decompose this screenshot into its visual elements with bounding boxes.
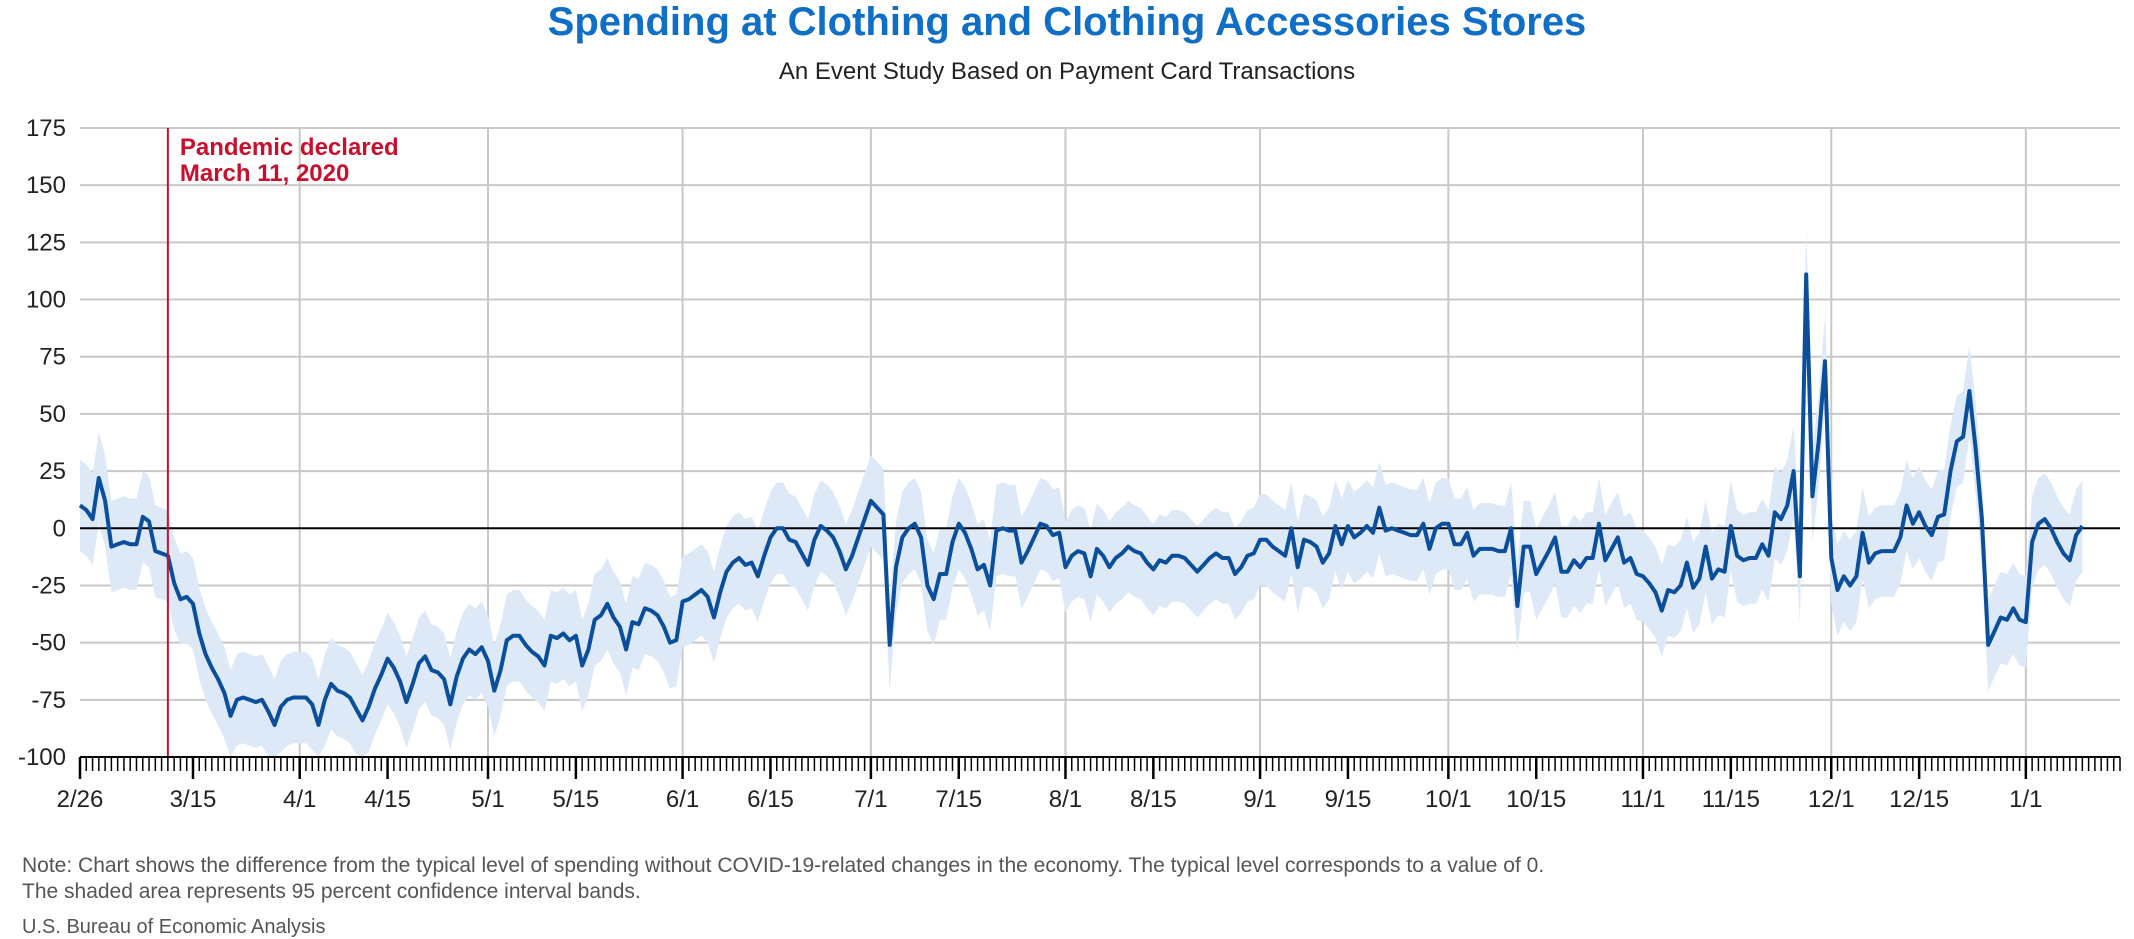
x-tick-label: 5/1 [471, 786, 504, 813]
x-tick-label: 9/1 [1243, 786, 1276, 813]
y-tick-label: -50 [31, 630, 66, 657]
y-tick-label: 100 [26, 287, 66, 314]
axis-layer: 2/26 3/15 4/1 4/15 5/1 5/15 6/1 6/15 7/1 7/15 8/1 8… [57, 756, 2121, 813]
chart-subtitle: An Event Study Based on Payment Card Tra… [778, 58, 1356, 85]
y-tick-label: 125 [26, 229, 66, 256]
x-tick-label: 11/15 [1702, 786, 1760, 813]
x-tick-label: 4/15 [364, 786, 411, 813]
y-tick-label: 150 [26, 172, 66, 199]
y-tick-label: 175 [26, 115, 66, 142]
x-tick-label: 12/15 [1889, 786, 1949, 813]
x-tick-label: 5/15 [553, 786, 600, 813]
confidence-band-layer [80, 228, 2083, 758]
x-tick-label: 9/15 [1325, 786, 1372, 813]
source-credit: U.S. Bureau of Economic Analysis [22, 916, 326, 938]
y-tick-label: -75 [31, 687, 66, 714]
x-tick-label: 6/1 [666, 786, 699, 813]
x-tick-label: 8/15 [1130, 786, 1177, 813]
x-tick-label: 7/1 [854, 786, 887, 813]
annotation-line-2: March 11, 2020 [180, 160, 349, 187]
chart-title: Spending at Clothing and Clothing Access… [547, 0, 1587, 44]
y-tick-label: 0 [53, 515, 66, 542]
x-tick-label: 11/1 [1620, 786, 1665, 813]
x-tick-label: 10/15 [1506, 786, 1566, 813]
x-tick-label: 6/15 [747, 786, 794, 813]
grid-layer: 175 150 125 100 75 50 25 0 -25 -50 -75 -100 [18, 115, 2120, 771]
y-tick-label: 75 [39, 344, 66, 371]
x-tick-label: 3/15 [170, 786, 217, 813]
chart-note-line-1: Note: Chart shows the difference from th… [22, 854, 1545, 877]
x-tick-label: 8/1 [1049, 786, 1082, 813]
x-tick-label: 2/26 [57, 786, 104, 813]
x-tick-label: 4/1 [283, 786, 316, 813]
confidence-band [80, 228, 2083, 758]
y-tick-label: 50 [39, 401, 66, 428]
x-tick-label: 12/1 [1808, 786, 1855, 813]
series-line-layer [78, 272, 2084, 727]
y-tick-label: -100 [18, 744, 66, 771]
x-tick-label: 1/1 [2009, 786, 2042, 813]
y-tick-label: 25 [39, 458, 66, 485]
chart-note-line-2: The shaded area represents 95 percent co… [22, 880, 641, 903]
annotation-layer: Pandemic declared March 11, 2020 [166, 128, 399, 757]
annotation-line-1: Pandemic declared [180, 134, 399, 161]
series-line [78, 272, 2084, 727]
y-tick-label: -25 [31, 572, 66, 599]
x-tick-label: 7/15 [935, 786, 982, 813]
x-tick-label: 10/1 [1425, 786, 1472, 813]
